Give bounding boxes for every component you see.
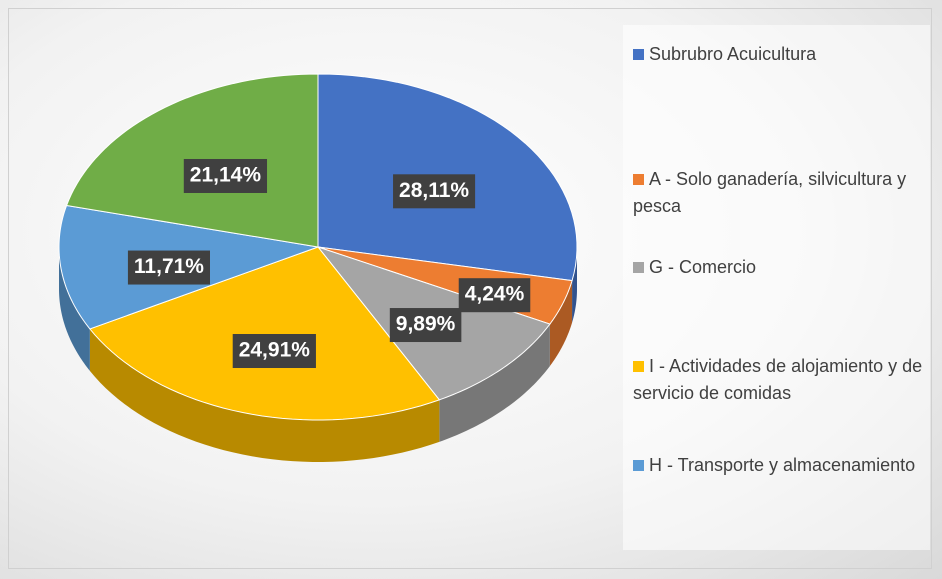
data-label-text: 11,71% [134, 255, 204, 278]
data-label: 21,14% [183, 158, 268, 193]
slice-side [89, 328, 440, 462]
data-label-box [393, 174, 476, 209]
legend-label: I - Actividades de alojamiento y de serv… [633, 356, 923, 403]
chart-frame [8, 8, 932, 569]
data-label-box [389, 308, 462, 343]
data-label: 24,91% [232, 334, 316, 369]
data-label-box [127, 250, 210, 285]
slice [89, 246, 441, 421]
data-label-box [458, 278, 531, 313]
data-label: 4,24% [458, 278, 531, 313]
legend-label: A - Solo ganadería, silvicultura y pesca [633, 169, 907, 216]
legend-label: H - Transporte y almacenamiento [649, 455, 916, 475]
legend-label: Subrubro Acuicultura [649, 44, 817, 64]
legend-swatch [633, 361, 644, 372]
legend-swatch [633, 49, 644, 60]
data-label-text: 24,91% [239, 339, 311, 362]
slice-side [549, 280, 573, 367]
data-label-text: 28,11% [399, 179, 469, 202]
data-label-text: 21,14% [190, 164, 262, 187]
legend-swatch [633, 174, 644, 185]
data-label: 28,11% [393, 174, 476, 209]
legend: Subrubro Acuicultura A - Solo ganadería, … [623, 25, 930, 550]
legend-entry: Subrubro Acuicultura [633, 41, 923, 68]
legend-entry: G - Comercio [633, 254, 923, 281]
slice-side [59, 247, 90, 371]
legend-swatch [633, 460, 644, 471]
legend-entry: I - Actividades de alojamiento y de serv… [633, 353, 923, 407]
data-label: 9,89% [389, 308, 462, 343]
legend-label: G - Comercio [649, 257, 757, 277]
data-label-text: 9,89% [396, 313, 456, 336]
data-label-text: 4,24% [465, 283, 525, 306]
legend-entry: A - Solo ganadería, silvicultura y pesca [633, 166, 923, 220]
legend-swatch [633, 262, 644, 273]
data-label: 11,71% [127, 250, 210, 285]
legend-entry: H - Transporte y almacenamiento [633, 452, 923, 479]
data-label-box [183, 158, 268, 193]
data-label-box [232, 334, 316, 369]
